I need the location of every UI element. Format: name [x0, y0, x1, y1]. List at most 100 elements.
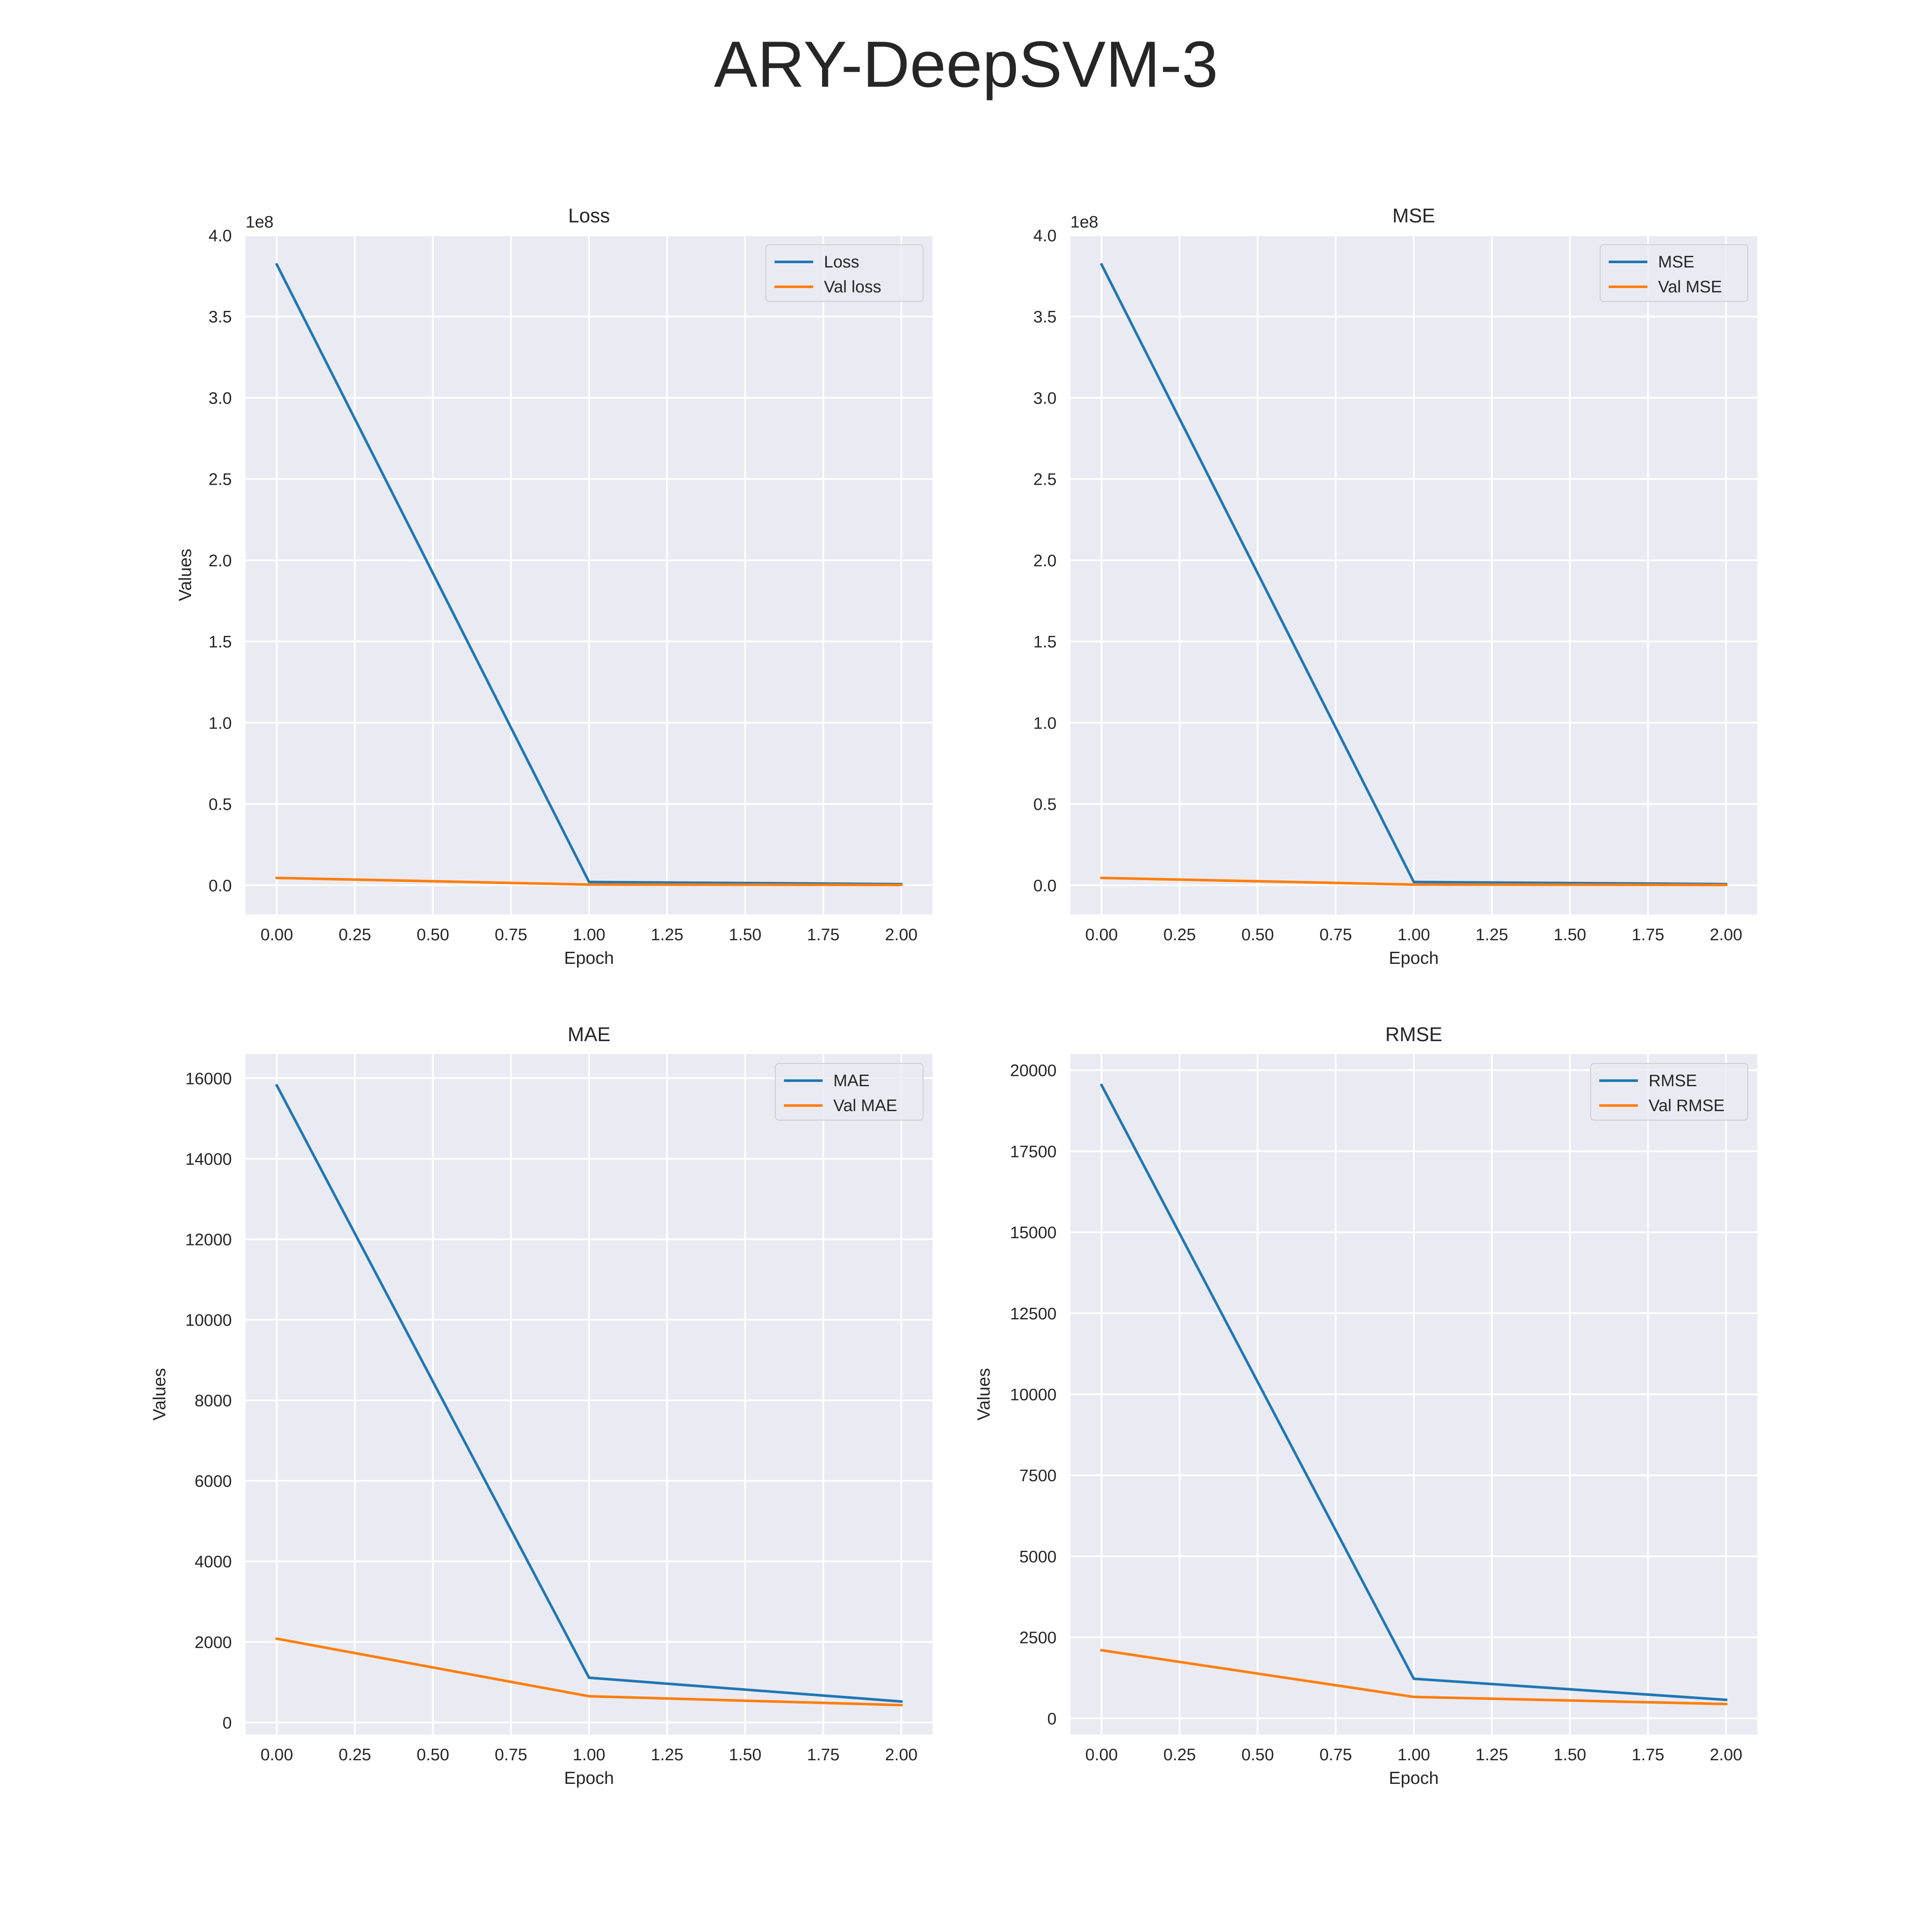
legend: RMSE Val RMSE [1590, 1063, 1748, 1121]
x-tick-label: 1.75 [807, 926, 840, 944]
y-tick-label: 10000 [1010, 1386, 1057, 1404]
y-tick-label: 16000 [185, 1069, 232, 1088]
legend-entry-label: RMSE [1649, 1072, 1697, 1090]
y-tick-label: 20000 [1010, 1062, 1057, 1080]
y-tick-label: 17500 [1010, 1142, 1057, 1161]
chart-panel-mse: 0.00 0.25 0.50 0.75 1.00 1.25 1.50 1.75 2.00 0.0 0… [1033, 204, 1757, 968]
y-tick-label: 1.0 [209, 714, 232, 732]
y-tick-label: 1.5 [209, 633, 232, 651]
axis-offset-label: 1e8 [246, 213, 273, 231]
x-tick-label: 0.75 [495, 1746, 527, 1764]
y-tick-label: 2.5 [209, 471, 232, 489]
panel-title: Loss [568, 204, 610, 227]
y-tick-label: 14000 [185, 1150, 232, 1169]
figure-title: ARY-DeepSVM-3 [714, 28, 1218, 101]
x-tick-label: 0.25 [1163, 1746, 1196, 1764]
x-tick-label: 0.50 [1241, 1746, 1274, 1764]
y-tick-label: 0.5 [1033, 796, 1057, 814]
panel-title: MAE [568, 1023, 611, 1045]
legend-entry-label: MSE [1658, 253, 1695, 271]
chart-panel-mae: 0.00 0.25 0.50 0.75 1.00 1.25 1.50 1.75 2.00 0 200… [149, 1023, 933, 1788]
axis-offset-label: 1e8 [1070, 213, 1098, 231]
x-tick-label: 0.00 [261, 1746, 293, 1764]
y-tick-label: 5000 [1019, 1548, 1057, 1566]
panel-title: RMSE [1385, 1023, 1443, 1045]
legend: Loss Val loss [766, 244, 923, 302]
y-tick-label: 1.5 [1033, 633, 1057, 651]
x-tick-label: 1.50 [1554, 926, 1586, 944]
series-line-mse [1100, 263, 1728, 886]
x-tick-label: 0.00 [1085, 926, 1118, 944]
y-tick-label: 2000 [194, 1633, 232, 1652]
y-tick-label: 12500 [1010, 1305, 1057, 1323]
x-tick-label: 2.00 [885, 926, 917, 944]
y-tick-label: 2.0 [1033, 552, 1057, 570]
x-tick-label: 1.25 [1476, 926, 1508, 944]
legend-entry-label: Val MSE [1658, 278, 1722, 296]
legend: MSE Val MSE [1600, 244, 1748, 302]
x-tick-label: 1.75 [807, 1746, 840, 1764]
y-tick-label: 3.0 [209, 389, 232, 407]
x-tick-label: 1.50 [1554, 1746, 1586, 1764]
y-axis-label: Values [175, 549, 195, 601]
x-tick-label: 1.50 [729, 1746, 762, 1764]
legend-entry-label: Val MAE [833, 1097, 897, 1115]
series-line-rmse [1100, 1083, 1728, 1701]
series-line-val-loss [275, 876, 903, 887]
x-tick-label: 1.00 [573, 1746, 605, 1764]
x-axis-label: Epoch [564, 1768, 614, 1788]
series-line-mae [275, 1084, 903, 1703]
y-tick-label: 3.5 [209, 308, 232, 326]
x-tick-label: 0.25 [1163, 926, 1196, 944]
y-tick-label: 8000 [194, 1392, 232, 1410]
x-tick-label: 0.25 [339, 1746, 371, 1764]
x-tick-label: 0.75 [1319, 926, 1352, 944]
panel-title: MSE [1392, 204, 1435, 227]
x-tick-label: 2.00 [1710, 1746, 1742, 1764]
x-tick-label: 0.25 [339, 926, 371, 944]
y-tick-label: 0 [222, 1714, 232, 1732]
x-tick-label: 0.50 [416, 926, 449, 944]
x-tick-label: 1.00 [1397, 1746, 1430, 1764]
x-tick-label: 2.00 [885, 1746, 917, 1764]
y-tick-label: 3.0 [1033, 389, 1057, 407]
y-tick-label: 15000 [1010, 1224, 1057, 1242]
x-tick-label: 1.50 [729, 926, 762, 944]
series-line-val-mae [275, 1637, 903, 1707]
x-axis-label: Epoch [1389, 1768, 1439, 1788]
x-axis-label: Epoch [1389, 948, 1439, 968]
y-tick-label: 4.0 [209, 227, 232, 245]
x-tick-label: 1.00 [1397, 926, 1430, 944]
legend-entry-label: MAE [833, 1072, 870, 1090]
x-tick-label: 2.00 [1710, 926, 1742, 944]
x-axis-label: Epoch [564, 948, 614, 968]
y-tick-label: 2.0 [209, 552, 232, 570]
chart-panel-loss: 0.00 0.25 0.50 0.75 1.00 1.25 1.50 1.75 2.00 0.0 0… [175, 204, 933, 968]
legend: MAE Val MAE [775, 1063, 923, 1121]
legend-entry-label: Val RMSE [1649, 1097, 1725, 1115]
y-tick-label: 0.0 [1033, 877, 1057, 895]
x-tick-label: 0.50 [1241, 926, 1274, 944]
series-line-val-rmse [1100, 1649, 1728, 1706]
x-tick-label: 0.75 [1319, 1746, 1352, 1764]
x-tick-label: 0.75 [495, 926, 527, 944]
y-tick-label: 12000 [185, 1230, 232, 1249]
x-tick-label: 1.25 [651, 926, 683, 944]
series-line-loss [275, 263, 903, 886]
series-line-val-mse [1100, 876, 1728, 887]
chart-panel-rmse: 0.00 0.25 0.50 0.75 1.00 1.25 1.50 1.75 2.00 0 250… [974, 1023, 1757, 1788]
y-tick-label: 7500 [1019, 1467, 1057, 1485]
y-tick-label: 6000 [194, 1472, 232, 1491]
y-tick-label: 2500 [1019, 1629, 1057, 1647]
y-tick-label: 2.5 [1033, 471, 1057, 489]
x-tick-label: 1.75 [1632, 926, 1665, 944]
y-tick-label: 10000 [185, 1311, 232, 1330]
x-tick-label: 1.25 [1476, 1746, 1508, 1764]
y-tick-label: 0.5 [209, 796, 232, 814]
y-axis-label: Values [149, 1368, 169, 1420]
y-tick-label: 3.5 [1033, 308, 1057, 326]
y-tick-label: 1.0 [1033, 714, 1057, 732]
legend-entry-label: Val loss [824, 278, 881, 296]
x-tick-label: 1.00 [573, 926, 605, 944]
